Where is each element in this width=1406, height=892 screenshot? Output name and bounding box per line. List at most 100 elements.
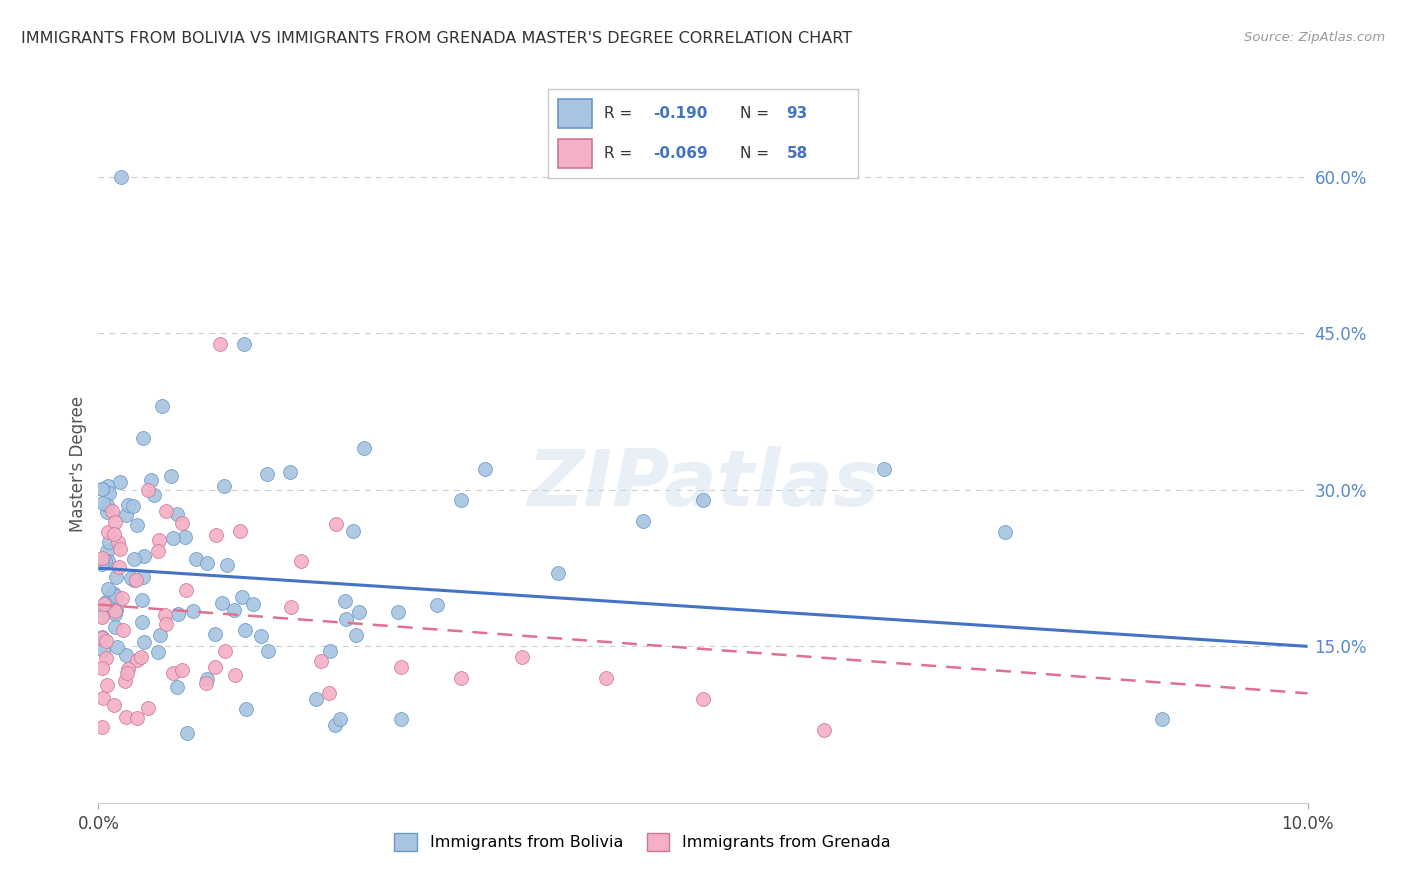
Point [93, 554, 115, 568]
Point [148, 533, 170, 547]
Point [813, 723, 835, 737]
Point [155, 504, 177, 518]
Text: 93: 93 [786, 106, 808, 120]
Point [155, 617, 177, 632]
Point [122, 552, 145, 566]
Point [692, 493, 714, 508]
Point [125, 573, 148, 587]
Point [110, 169, 132, 184]
Point [547, 566, 569, 581]
Point [97, 524, 120, 539]
Text: IMMIGRANTS FROM BOLIVIA VS IMMIGRANTS FROM GRENADA MASTER'S DEGREE CORRELATION C: IMMIGRANTS FROM BOLIVIA VS IMMIGRANTS FR… [21, 31, 852, 46]
Point [104, 515, 127, 529]
Point [166, 680, 188, 694]
Point [692, 691, 714, 706]
Point [195, 557, 218, 571]
Point [166, 507, 188, 521]
Point [222, 602, 245, 616]
Point [110, 475, 132, 490]
Point [121, 571, 143, 585]
Point [103, 698, 125, 713]
Point [117, 662, 139, 676]
Point [174, 582, 197, 597]
Point [132, 549, 155, 563]
Point [131, 593, 153, 607]
Legend: Immigrants from Bolivia, Immigrants from Grenada: Immigrants from Bolivia, Immigrants from… [387, 825, 898, 859]
Point [323, 718, 346, 732]
Point [104, 604, 127, 618]
Point [172, 516, 194, 531]
Point [510, 649, 533, 664]
Point [231, 590, 253, 604]
Point [96, 544, 118, 558]
Point [96, 634, 118, 648]
Point [125, 711, 148, 725]
Point [91, 608, 114, 623]
Point [114, 508, 136, 522]
Point [224, 668, 246, 682]
Point [228, 524, 250, 538]
Text: ZIPatlas: ZIPatlas [527, 446, 879, 522]
Point [91, 482, 114, 496]
Point [111, 591, 134, 606]
Point [110, 541, 132, 556]
Point [162, 666, 184, 681]
Point [94, 595, 117, 609]
Point [104, 607, 127, 621]
Point [125, 653, 148, 667]
Text: 58: 58 [786, 146, 808, 161]
Point [335, 594, 357, 608]
Point [91, 556, 114, 570]
Point [105, 589, 128, 603]
Point [387, 605, 409, 619]
Point [100, 504, 122, 518]
Point [257, 644, 280, 658]
Point [181, 604, 204, 618]
Point [91, 557, 114, 571]
Point [93, 597, 115, 611]
Text: -0.069: -0.069 [654, 146, 709, 161]
Point [136, 483, 159, 497]
Point [104, 569, 127, 583]
Point [108, 559, 131, 574]
Point [91, 550, 114, 565]
Point [389, 660, 412, 674]
Point [450, 671, 472, 685]
Point [114, 674, 136, 689]
Point [325, 517, 347, 532]
Point [235, 702, 257, 716]
Point [474, 462, 496, 476]
Point [124, 573, 146, 587]
Point [98, 591, 121, 605]
Text: N =: N = [740, 106, 773, 120]
Point [176, 726, 198, 740]
Point [214, 644, 236, 658]
Point [344, 627, 367, 641]
Point [104, 619, 127, 633]
Point [242, 598, 264, 612]
Point [278, 465, 301, 479]
Point [114, 709, 136, 723]
Point [204, 627, 226, 641]
Point [91, 610, 114, 624]
Point [162, 531, 184, 545]
Point [115, 665, 138, 680]
Point [204, 527, 226, 541]
Point [115, 648, 138, 663]
Point [595, 671, 617, 685]
Point [305, 691, 328, 706]
Point [280, 599, 302, 614]
Point [131, 431, 153, 445]
Point [104, 603, 127, 617]
Point [1152, 712, 1174, 726]
Point [195, 672, 218, 686]
Point [211, 596, 233, 610]
Point [233, 623, 256, 637]
Point [349, 605, 371, 619]
Point [97, 479, 120, 493]
Point [290, 554, 312, 568]
Point [994, 524, 1017, 539]
Point [131, 615, 153, 629]
Point [256, 467, 278, 482]
Point [93, 496, 115, 510]
